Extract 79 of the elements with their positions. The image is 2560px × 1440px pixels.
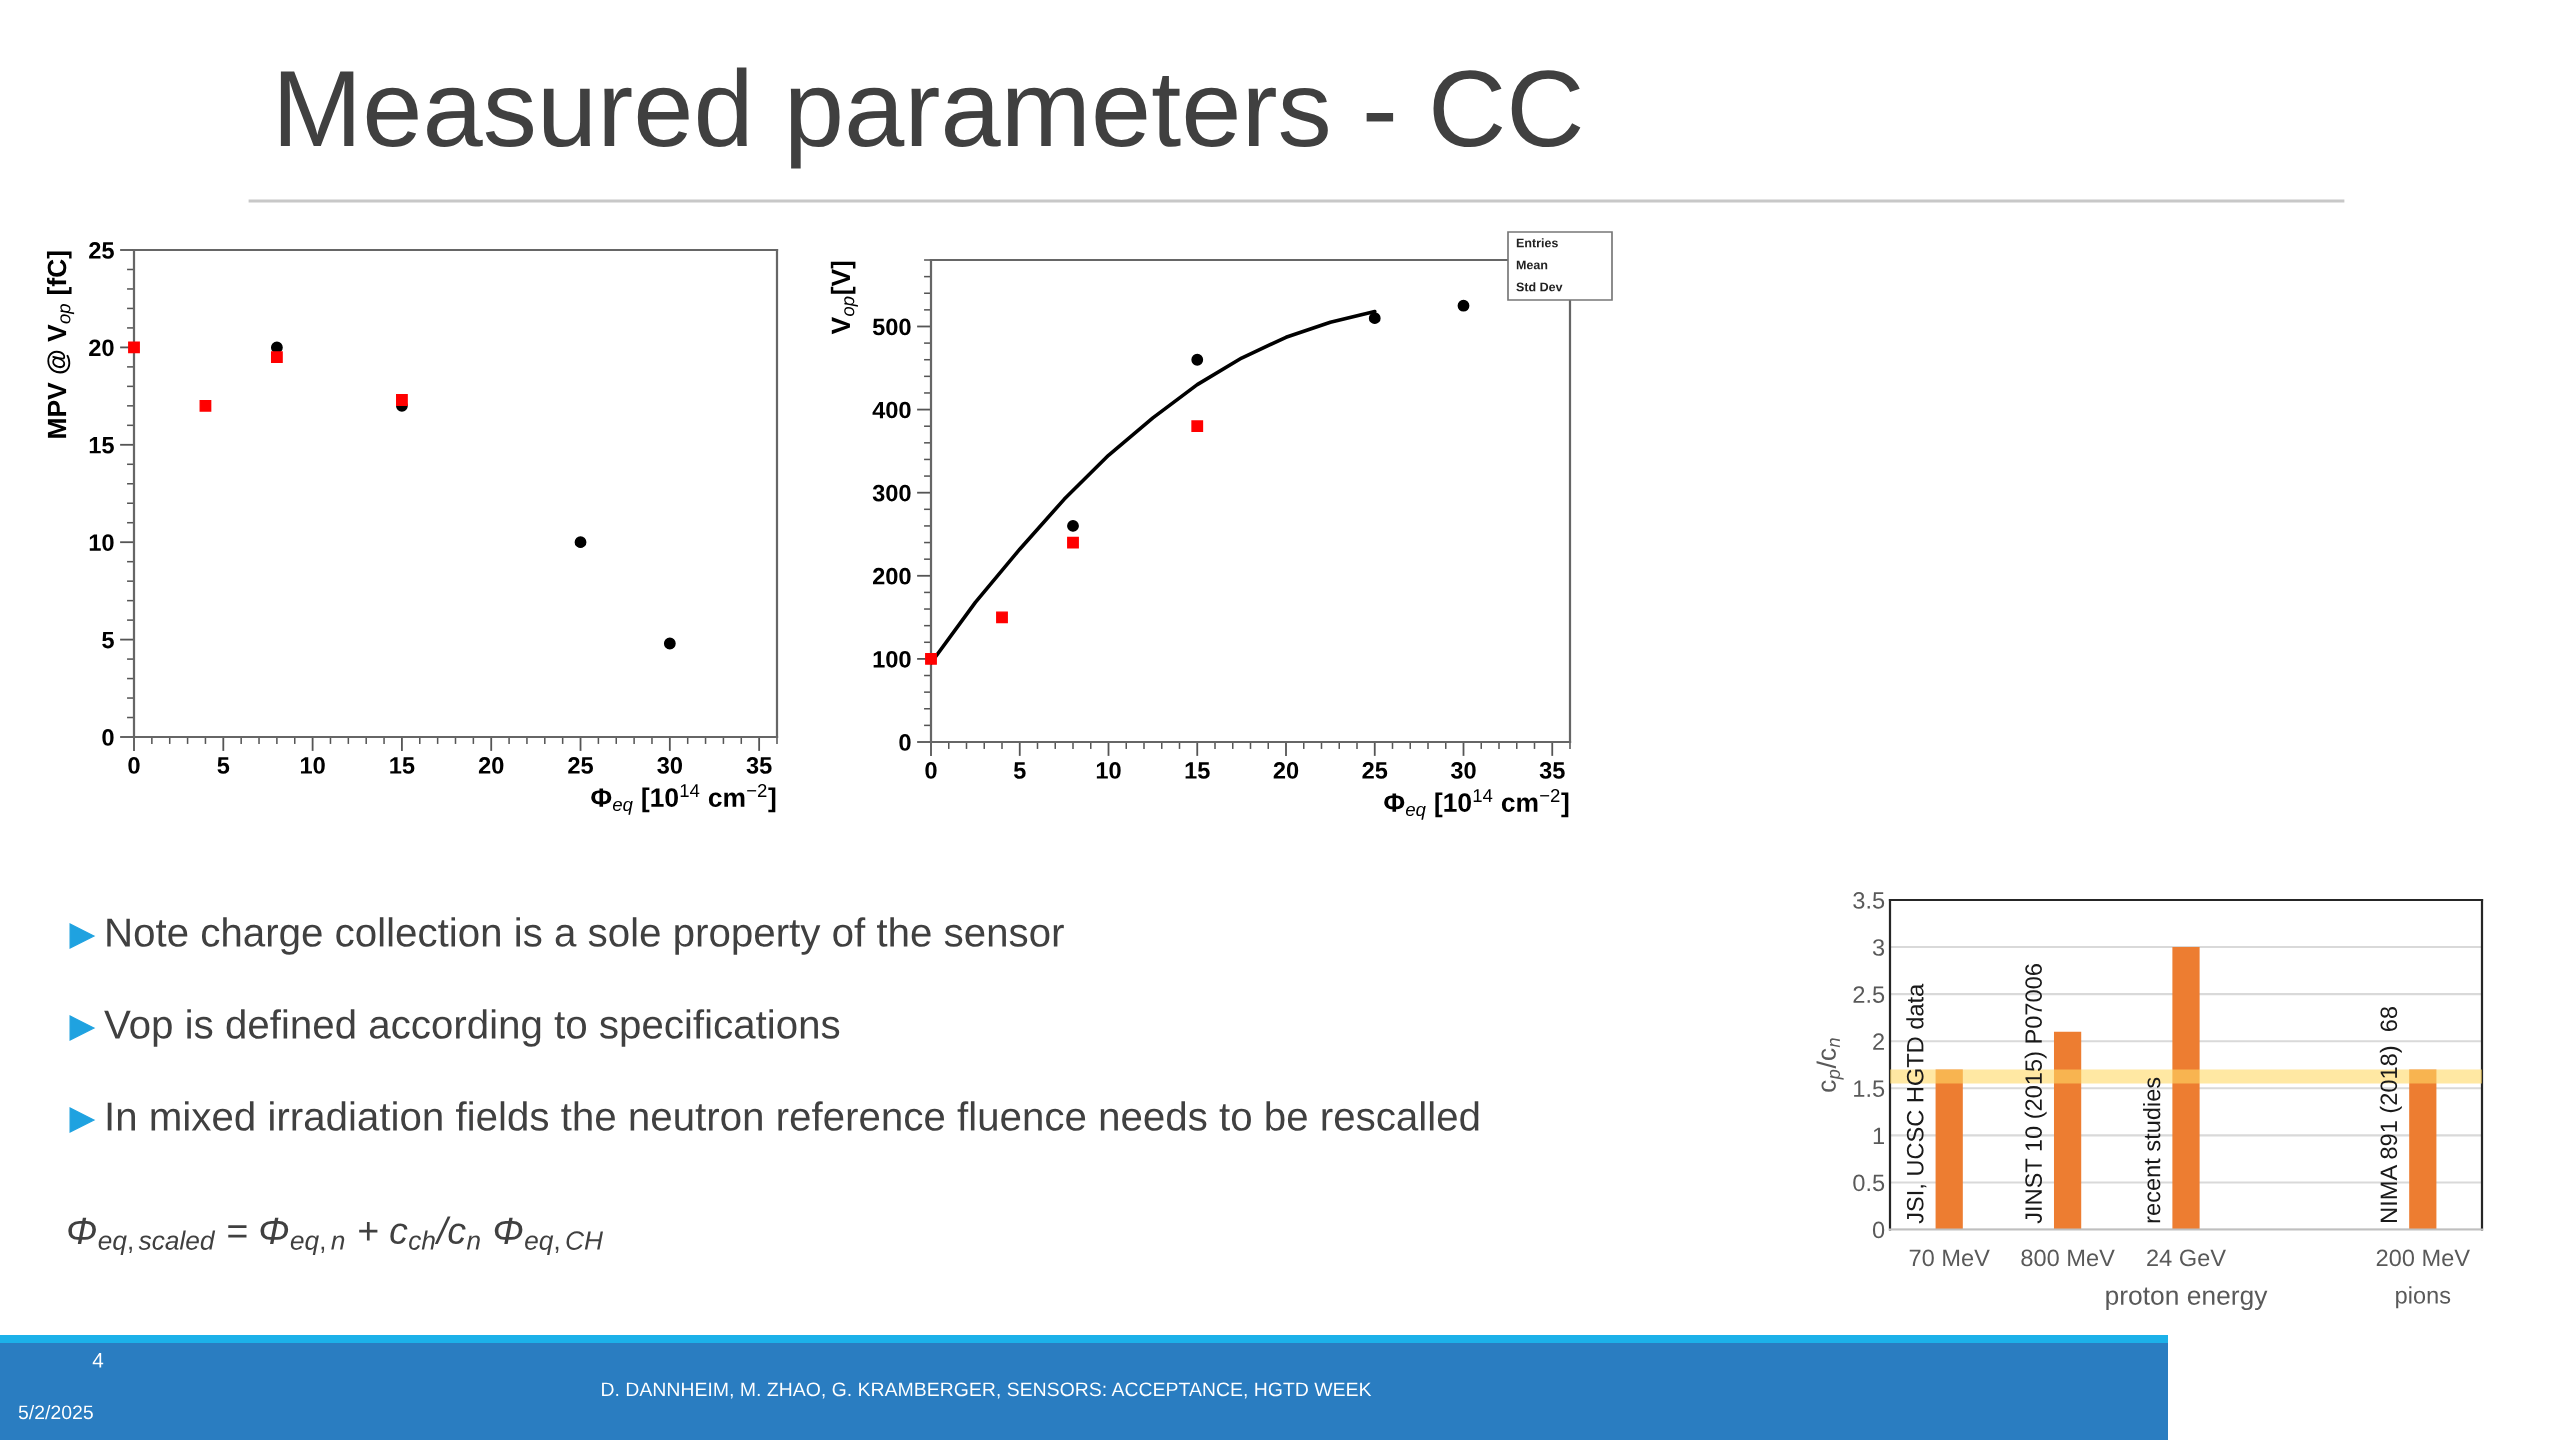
x-tick-label: 25: [1362, 762, 1388, 779]
y-tick-label: 3.5: [1853, 892, 1885, 909]
y-tick-label: 2.5: [1853, 986, 1885, 1003]
point: [1067, 536, 1079, 549]
x-tick-label: 5: [1013, 762, 1026, 779]
y-tick-label: 100: [873, 650, 911, 668]
x-tick-label: 0: [925, 762, 937, 779]
y-tick-label: 500: [872, 318, 911, 336]
annotation: JINST 10 (2015) P07006: [2024, 964, 2047, 1224]
point: [574, 536, 587, 549]
point: [396, 394, 408, 406]
y-tick-label: 300: [872, 484, 911, 502]
x-tick-label: 10: [300, 757, 325, 774]
bar: [1935, 1069, 1963, 1230]
text: D. DANNHEIM, M. ZHAO, G. KRAMBERGER, SENSORS: ACCEPTANCE, HGTD WEEK: [602, 1382, 1372, 1399]
x-axis-title: proton energy: [2106, 1287, 2268, 1311]
text: Φ$_{eq,scaled}$ = Φ$_{eq,n}$ + c$_{ch}$/c$_{n}$ Φ$_{eq,CH}$: [68, 1216, 603, 1256]
point: [1191, 353, 1204, 366]
y-tick-label: 2: [1873, 1033, 1884, 1050]
y-tick-label: 15: [89, 437, 114, 454]
y-tick-label: 1.5: [1854, 1080, 1885, 1098]
text: 5/2/2025: [18, 1404, 93, 1420]
point: [270, 351, 283, 364]
text: Note charge collection is a sole property of the sensor: [107, 917, 1064, 955]
x-tick-label: 35: [746, 757, 772, 774]
y-axis-title: MPV @ V$_{op}$ [fC]: [46, 251, 75, 438]
y-tick-label: 5: [102, 631, 114, 649]
x-tick-label: 15: [390, 757, 415, 774]
point: [199, 399, 212, 412]
text: Vop is defined according to specifications: [104, 1009, 840, 1047]
text: 4: [92, 1353, 104, 1368]
x-tick-label: 800 MeV: [2021, 1249, 2115, 1267]
y-axis-title: V$_{op}$[V]: [830, 261, 858, 335]
x-tick-label: 30: [657, 757, 682, 774]
y-tick-label: 0: [1872, 1221, 1885, 1239]
x-axis-title: Φ$_{eq}$ [10$^{14}$ cm$^{−2}$]: [591, 784, 776, 815]
x-tick-label: 10: [1096, 762, 1121, 779]
y-tick-label: 10: [89, 534, 114, 551]
x-tick-label: 25: [568, 757, 593, 774]
y-tick-label: 0: [102, 729, 114, 746]
annotation: NIMA 891 (2018) 68: [2379, 1007, 2402, 1222]
text: Entries: [1516, 238, 1558, 248]
y-tick-label: 20: [89, 339, 114, 357]
x-tick-label: 24 GeV: [2147, 1249, 2226, 1267]
x-tick-label: 35: [1539, 762, 1565, 779]
text: In mixed irradiation fields the neutron reference fluence needs to be rescalled: [107, 1101, 1479, 1131]
text: Measured parameters - CC: [280, 67, 1581, 169]
point: [1067, 520, 1079, 532]
x-tick-label: 200 MeV pions: [2376, 1249, 2470, 1309]
x-tick-label: 70 MeV: [1909, 1249, 1990, 1267]
y-tick-label: 400: [872, 401, 911, 419]
point: [1191, 420, 1204, 433]
x-tick-label: 30: [1450, 762, 1476, 779]
point: [128, 341, 140, 354]
y-tick-label: 0.5: [1853, 1174, 1885, 1192]
x-tick-label: 20: [478, 757, 504, 774]
x-tick-label: 0: [128, 757, 140, 774]
point: [925, 652, 937, 665]
y-tick-label: 200: [872, 567, 911, 585]
y-tick-label: 3: [1872, 939, 1885, 956]
x-tick-label: 5: [217, 757, 230, 774]
bar: [2409, 1069, 2437, 1230]
annotation: JSI, UCSC HGTD data: [1906, 983, 1927, 1224]
x-tick-label: 20: [1273, 762, 1299, 779]
bar: [2172, 947, 2200, 1230]
y-tick-label: 0: [899, 734, 911, 751]
x-tick-label: 15: [1185, 762, 1210, 779]
y-tick-label: 25: [89, 242, 114, 259]
y-tick-label: 1: [1873, 1127, 1884, 1144]
annotation: recent studies: [2143, 1077, 2161, 1223]
bar: [2053, 1031, 2082, 1230]
annotation: Mean: [1516, 260, 1548, 270]
point: [1457, 299, 1470, 312]
point: [1368, 312, 1381, 325]
point: [663, 637, 676, 650]
annotation: Std Dev: [1516, 282, 1563, 292]
x-axis-title: Φ$_{eq}$ [10$^{14}$ cm$^{−2}$]: [1384, 789, 1569, 820]
point: [996, 611, 1008, 624]
y-axis-title: c$_{p}$/c$_{n}$: [1816, 1038, 1844, 1092]
